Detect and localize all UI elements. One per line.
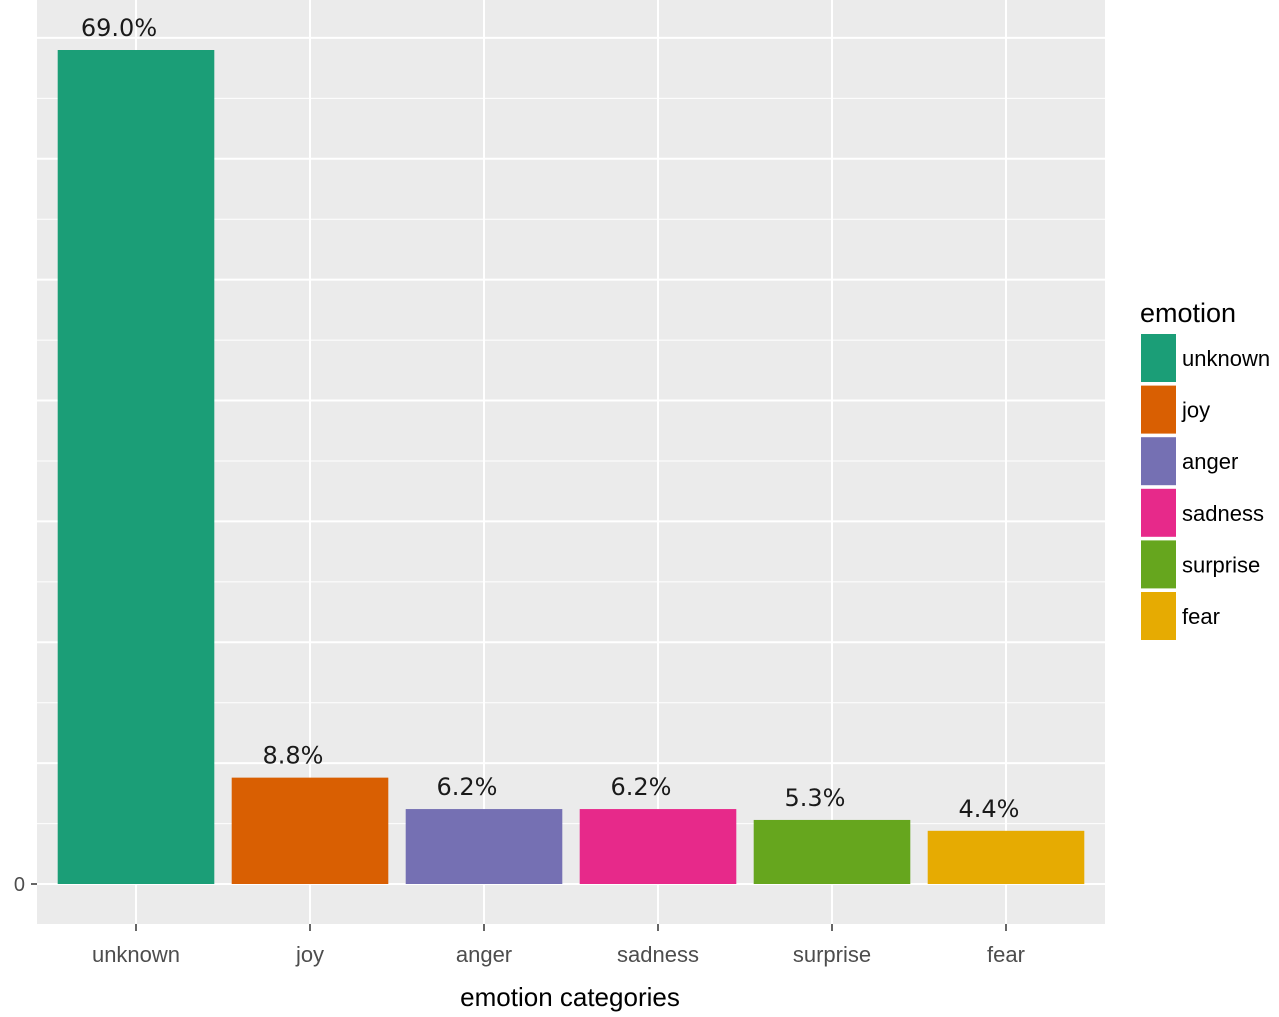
legend-label-fear: fear xyxy=(1182,604,1220,629)
x-tick-label-joy: joy xyxy=(295,942,324,967)
legend-key-joy xyxy=(1141,385,1176,434)
bar-sadness xyxy=(579,809,737,884)
legend-key-surprise xyxy=(1141,540,1176,589)
x-tick-label-sadness: sadness xyxy=(617,942,699,967)
y-tick-label: 0 xyxy=(14,874,25,896)
legend-label-surprise: surprise xyxy=(1182,552,1260,577)
bar-anger xyxy=(405,809,563,884)
x-tick-label-unknown: unknown xyxy=(92,942,180,967)
legend-key-anger xyxy=(1141,437,1176,486)
bar-surprise xyxy=(753,819,911,884)
legend-key-unknown xyxy=(1141,334,1176,382)
bar-unknown xyxy=(57,50,215,884)
legend-key-fear xyxy=(1141,592,1176,640)
legend-label-anger: anger xyxy=(1182,449,1238,474)
data-label-fear: 4.4% xyxy=(959,795,1020,823)
bar-fear xyxy=(927,830,1085,884)
x-axis: unknown joy anger sadness surprise fear xyxy=(92,924,1025,967)
data-label-joy: 8.8% xyxy=(263,742,324,770)
x-axis-title: emotion categories xyxy=(460,982,680,1012)
legend: emotion unknown joy anger sadness surprise fe… xyxy=(1140,298,1270,640)
x-tick-label-anger: anger xyxy=(456,942,512,967)
bars xyxy=(57,50,1085,884)
data-labels: 69.0% 8.8% 6.2% 6.2% 5.3% 4.4% xyxy=(81,14,1020,823)
data-label-anger: 6.2% xyxy=(437,773,498,801)
legend-title: emotion xyxy=(1140,298,1236,328)
y-axis: 0 xyxy=(14,874,37,896)
bar-joy xyxy=(231,777,389,884)
x-tick-label-fear: fear xyxy=(987,942,1025,967)
legend-label-unknown: unknown xyxy=(1182,346,1270,371)
data-label-unknown: 69.0% xyxy=(81,14,157,42)
legend-label-joy: joy xyxy=(1181,398,1210,423)
x-tick-label-surprise: surprise xyxy=(793,942,871,967)
data-label-sadness: 6.2% xyxy=(611,773,672,801)
legend-key-sadness xyxy=(1141,488,1176,537)
legend-label-sadness: sadness xyxy=(1182,501,1264,526)
data-label-surprise: 5.3% xyxy=(785,784,846,812)
grid-lines xyxy=(37,0,1105,924)
plot-panel xyxy=(37,0,1105,924)
